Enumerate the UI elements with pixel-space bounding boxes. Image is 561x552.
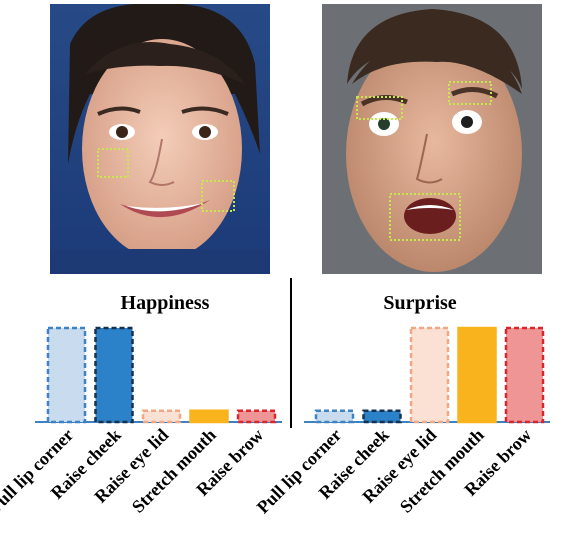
chart-title-surprise: Surprise xyxy=(383,292,457,314)
bar-1-2 xyxy=(409,326,450,424)
chart-divider xyxy=(290,278,292,428)
bar-0-2 xyxy=(141,409,182,424)
happiness-face-photo xyxy=(50,4,270,274)
bar-0-4 xyxy=(236,409,277,424)
bar-0-1 xyxy=(94,326,134,424)
surprise-face-photo xyxy=(322,4,542,274)
bar-0-0 xyxy=(46,326,87,424)
bar-1-4 xyxy=(504,326,545,424)
bar-1-0 xyxy=(314,409,355,424)
bar-1-1 xyxy=(362,409,402,424)
bar-0-3 xyxy=(189,409,229,424)
bar-1-3 xyxy=(457,326,497,424)
chart-title-happiness: Happiness xyxy=(120,292,210,314)
